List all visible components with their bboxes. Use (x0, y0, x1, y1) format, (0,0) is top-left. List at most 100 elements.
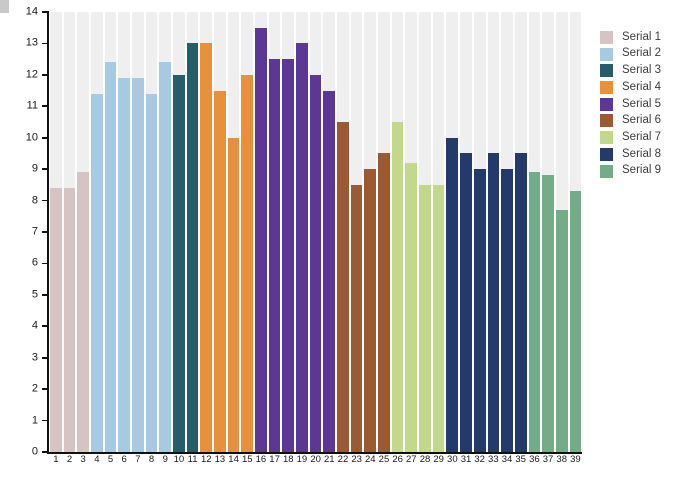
bar-9 (159, 62, 172, 452)
y-tick-label: 12 (25, 68, 38, 81)
plot-area (50, 12, 582, 452)
y-tick-label: 13 (25, 36, 38, 49)
y-tick-mark (42, 231, 47, 233)
bar-slot (145, 12, 158, 452)
x-tick-label: 32 (474, 454, 485, 465)
y-axis-line (47, 11, 49, 453)
y-tick-label: 9 (31, 162, 38, 175)
bar-11 (186, 43, 199, 452)
y-tick-mark (42, 451, 47, 453)
y-tick-mark (42, 199, 47, 202)
bar-36 (528, 172, 541, 452)
y-tick-mark (42, 325, 47, 328)
legend-label: Serial 1 (622, 30, 661, 43)
legend-swatch (600, 64, 613, 78)
x-axis-labels: 1 2 3 4 5 6 7 8 9 10 11 12 13 14 15 16 17 18 19 20 21 22 23 24 2… (50, 454, 581, 465)
bar-34 (501, 169, 513, 452)
bar-slot (173, 12, 185, 452)
y-tick-label: 11 (26, 99, 38, 112)
bar-slot (268, 12, 281, 452)
bar-25 (378, 153, 390, 452)
bar-slot (132, 12, 144, 452)
y-tick-mark (42, 136, 47, 139)
y-tick-mark (42, 11, 47, 13)
bar-slot (104, 12, 117, 452)
bar-slot (296, 12, 308, 452)
bar-30 (446, 137, 459, 452)
legend-label: Serial 7 (622, 130, 661, 143)
x-axis-line (47, 452, 582, 454)
y-tick-mark (42, 294, 47, 296)
legend-swatch (600, 131, 613, 145)
bar-35 (514, 153, 527, 452)
y-tick-mark (42, 356, 47, 359)
x-tick-label: 22 (337, 454, 349, 465)
bar-slot (337, 12, 349, 452)
bar-slot (77, 12, 90, 452)
bar-slot (159, 12, 172, 452)
legend-item: Serial 1 (600, 31, 661, 44)
x-tick-label: 26 (392, 454, 403, 465)
bar-32 (473, 169, 486, 452)
corner-artifact (0, 0, 9, 13)
y-tick-label: 7 (31, 225, 38, 238)
bar-slot (50, 12, 62, 452)
bar-slot (569, 12, 582, 452)
x-tick-label: 28 (419, 454, 431, 465)
bar-13 (214, 90, 226, 452)
x-tick-label: 18 (282, 454, 294, 465)
x-tick-label: 23 (351, 454, 362, 465)
bar-29 (432, 184, 445, 452)
bar-slot (391, 12, 404, 452)
bar-slot (473, 12, 486, 452)
x-tick-label: 37 (542, 454, 554, 465)
bar-22 (337, 122, 349, 452)
x-tick-label: 4 (94, 454, 100, 465)
bar-slot (542, 12, 554, 452)
x-tick-label: 17 (269, 454, 280, 465)
legend-item: Serial 3 (600, 64, 661, 78)
bar-8 (145, 93, 158, 452)
bar-5 (104, 62, 117, 452)
y-tick-label: 8 (31, 194, 38, 207)
bar-3 (77, 172, 90, 452)
y-tick-label: 2 (31, 382, 38, 395)
legend-label: Serial 2 (622, 47, 661, 60)
legend-item: Serial 4 (600, 81, 661, 95)
legend-item: Serial 7 (600, 130, 661, 145)
x-tick-label: 20 (310, 454, 321, 465)
x-tick-label: 25 (378, 454, 390, 465)
x-tick-label: 8 (148, 454, 155, 465)
bar-28 (419, 184, 431, 452)
y-tick-mark (42, 105, 47, 108)
bar-38 (555, 210, 568, 452)
bar-slot (323, 12, 336, 452)
bar-slot (227, 12, 240, 452)
bar-slot (200, 12, 213, 452)
x-tick-label: 34 (501, 454, 513, 465)
bar-6 (118, 78, 131, 452)
x-tick-label: 21 (323, 454, 335, 465)
x-tick-label: 3 (80, 454, 86, 465)
bar-slot (555, 12, 568, 452)
bar-26 (391, 122, 404, 452)
bar-2 (63, 188, 76, 452)
legend-item: Serial 6 (600, 114, 661, 128)
y-tick-label: 0 (31, 445, 38, 458)
x-tick-label: 27 (406, 454, 417, 465)
bar-21 (323, 90, 336, 452)
bar-18 (282, 59, 295, 452)
bar-slot (405, 12, 418, 452)
bar-24 (364, 169, 377, 452)
legend-label: Serial 8 (622, 147, 661, 160)
bar-slot (63, 12, 76, 452)
x-tick-label: 12 (200, 454, 212, 465)
y-tick-label: 5 (31, 288, 38, 301)
bar-slot (282, 12, 295, 452)
x-tick-label: 19 (296, 454, 308, 465)
x-tick-label: 9 (162, 454, 168, 465)
bar-16 (255, 27, 267, 452)
x-tick-label: 5 (107, 454, 114, 465)
bar-slot (241, 12, 254, 452)
legend: Serial 1 Serial 2 Serial 3 Serial 4 Serial 5… (600, 31, 661, 181)
